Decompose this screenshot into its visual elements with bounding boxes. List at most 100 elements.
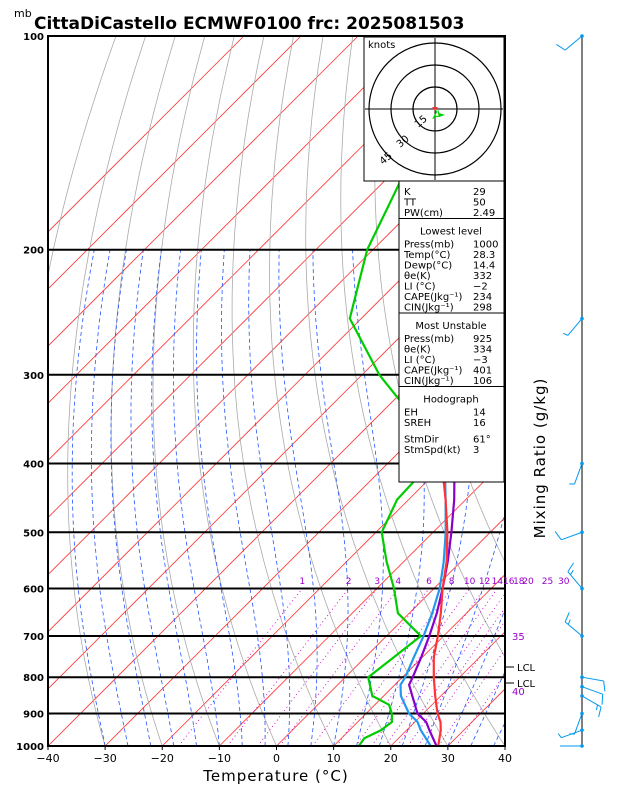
wind-barb-feather <box>564 612 570 623</box>
index-row-label: PW(cm) <box>404 208 443 219</box>
temperature-tick-label: −30 <box>94 752 117 765</box>
index-row-value: −3 <box>473 355 488 366</box>
mixing-ratio-label: 8 <box>449 577 455 587</box>
wind-barb-shaft <box>567 318 583 336</box>
index-row-label: StmDir <box>404 435 439 446</box>
mixing-ratio-line <box>257 588 378 746</box>
wind-barb-feather <box>603 680 606 692</box>
temperature-tick-label: −10 <box>208 752 231 765</box>
wind-barb-feather <box>554 531 562 541</box>
wind-barb-shaft <box>574 463 583 485</box>
isotherm-line <box>161 402 505 746</box>
dry-adiabat-line <box>560 36 618 746</box>
moist-adiabat-line <box>312 249 349 746</box>
mixing-ratio-label: 1 <box>299 577 305 587</box>
index-row-value: 61° <box>473 435 491 446</box>
dry-adiabat-line <box>67 36 146 746</box>
moist-adiabat-line <box>248 249 291 746</box>
mixing-ratio-line <box>407 607 505 746</box>
index-row-label: Dewp(°C) <box>404 261 452 272</box>
chart-title: CittaDiCastello ECMWF0100 frc: 202508150… <box>34 14 464 34</box>
index-row-label: SREH <box>404 418 431 429</box>
temperature-tick-label: 10 <box>327 752 341 765</box>
isotherm-line <box>276 516 505 746</box>
moist-adiabat-line <box>493 721 505 746</box>
index-row-value: 925 <box>473 334 492 345</box>
index-row-value: 50 <box>473 198 486 209</box>
wind-barb-half-feather <box>567 619 571 625</box>
dry-adiabat-line <box>110 36 176 746</box>
moist-adiabat-line <box>352 249 384 746</box>
dry-adiabat-line <box>231 36 334 746</box>
isotherm-lines <box>48 36 618 746</box>
index-table-frame <box>398 180 505 483</box>
wind-barb-shaft <box>574 713 583 735</box>
temperature-tick-label: 0 <box>273 752 280 765</box>
dry-adiabat-line <box>152 36 220 746</box>
index-section-title: Hodograph <box>423 395 478 406</box>
wind-barb-half-feather <box>570 570 574 575</box>
dry-adiabat-line <box>192 36 277 746</box>
index-row-value: 14 <box>473 408 486 419</box>
adiabat-label-40: 40 <box>512 687 525 698</box>
mixing-ratio-label: 6 <box>426 577 432 587</box>
mixing-ratio-label: 20 <box>522 577 534 587</box>
index-row-value: 334 <box>473 345 492 356</box>
temperature-tick-label: 20 <box>384 752 398 765</box>
index-row-value: 14.4 <box>473 261 495 272</box>
pressure-axis: 100 200 300 400 500 600 700 800 900 1000 <box>16 32 44 753</box>
index-row-label: θe(K) <box>404 271 431 282</box>
pressure-tick-label: 200 <box>23 246 44 257</box>
moist-adiabat-line <box>130 249 175 746</box>
index-row-value: 401 <box>473 366 492 377</box>
index-row-label: StmSpd(kt) <box>404 445 461 456</box>
temperature-tick-label: −20 <box>151 752 174 765</box>
wind-barb-feather <box>601 694 604 705</box>
wind-barb-shaft <box>581 686 603 695</box>
isotherm-line <box>48 36 245 233</box>
mixing-ratio-line <box>279 588 399 746</box>
moist-adiabat-line <box>151 249 197 746</box>
wind-barb-feather <box>556 43 566 51</box>
mixing-ratio-label: 25 <box>542 577 553 587</box>
isotherm-line <box>562 36 618 746</box>
isotherm-line <box>48 36 473 461</box>
index-row-label: Press(mb) <box>404 334 454 345</box>
mixing-ratio-label: 2 <box>346 577 352 587</box>
index-row-label: LI (°C) <box>404 282 436 293</box>
index-section-title: Lowest level <box>420 227 482 238</box>
index-row-value: 106 <box>473 376 492 387</box>
lcl-label-1: LCL <box>517 663 536 674</box>
mixing-ratio-line <box>371 588 485 746</box>
index-row-label: CIN(Jkg⁻¹) <box>404 303 454 314</box>
isotherm-line <box>48 36 302 290</box>
index-row-label: EH <box>404 408 418 419</box>
isotherm-line <box>219 459 505 746</box>
moist-adiabat-line <box>196 249 243 746</box>
pressure-tick-label: 600 <box>23 585 44 596</box>
wind-barb-half-feather <box>562 332 569 336</box>
index-row-label: CAPE(Jkg⁻¹) <box>404 366 462 377</box>
temperature-axis: −40 −30 −20 −10 0 10 20 30 40 <box>36 746 512 765</box>
index-row-value: 3 <box>473 445 479 456</box>
isotherm-line <box>333 574 505 746</box>
mixing-ratio-label: 3 <box>374 577 380 587</box>
moist-adiabat-line <box>71 249 106 746</box>
temperature-tick-label: 30 <box>441 752 455 765</box>
mixing-ratio-label: 16 <box>503 577 515 587</box>
wind-barb-shaft <box>567 571 583 589</box>
adiabat-label-35: 35 <box>512 632 525 643</box>
dry-adiabat-line <box>589 36 618 746</box>
index-row-value: 2.49 <box>473 208 495 219</box>
dry-adiabat-line <box>269 36 392 746</box>
dry-adiabat-line <box>340 36 505 746</box>
mixing-ratio-label: 10 <box>464 577 476 587</box>
wind-barb-half-feather <box>595 704 599 711</box>
moist-adiabat-line <box>173 249 220 746</box>
pressure-tick-label: 300 <box>23 371 44 382</box>
moist-adiabat-line <box>110 249 152 746</box>
mixing-ratio-label: 30 <box>558 577 570 587</box>
hodograph: knots 15 30 45 <box>363 36 505 182</box>
index-row-label: LI (°C) <box>404 355 436 366</box>
wind-barb-feather <box>567 562 575 572</box>
